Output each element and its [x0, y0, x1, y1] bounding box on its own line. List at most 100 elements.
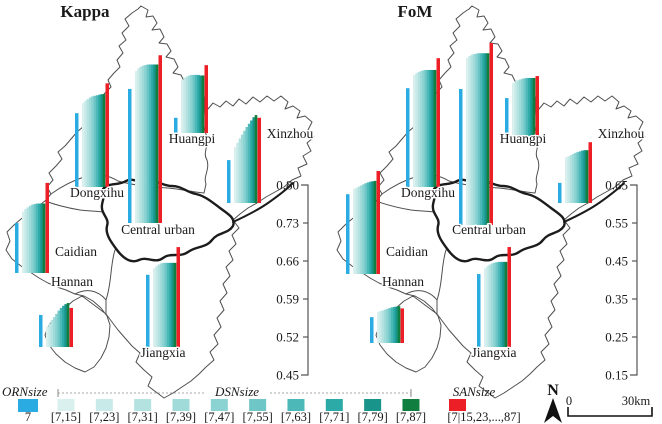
kappa-central-urban-dsnsize-bar-7 [151, 64, 154, 223]
fom-dongxihu-sansize-bar [436, 58, 440, 188]
fom-xinzhou-bar-group [558, 142, 592, 203]
district-label-xinzhou: Xinzhou [267, 126, 314, 141]
kappa-huangpi-dsnsize-bar-4 [190, 74, 193, 133]
fom-central-urban-dsnsize-bar-3 [472, 54, 476, 225]
kappa-hannan-sansize-bar [69, 307, 73, 347]
district-label-caidian: Caidian [386, 244, 428, 259]
scale-bar-line [567, 407, 653, 417]
fom-caidian-dsnsize-bar-5 [364, 183, 368, 274]
kappa-dongxihu-dsnsize-bar-7 [98, 94, 101, 187]
kappa-xinzhou-dsnsize-bar-9 [254, 115, 258, 203]
fom-hannan-dsnsize-bar-1 [379, 311, 382, 343]
fom-axis-tick-label-1: 0.55 [605, 216, 628, 231]
district-label-huangpi: Huangpi [500, 131, 547, 146]
fom-dongxihu-dsnsize-bar-0 [413, 74, 416, 187]
district-label-dongxihu: Dongxihu [401, 185, 455, 200]
kappa-central-urban-dsnsize-bar-8 [153, 64, 156, 223]
fom-central-urban-dsnsize-bar-2 [470, 54, 474, 226]
legend-dsn-swatch-4 [210, 399, 228, 411]
fom-huangpi-dsnsize-bar-7 [528, 77, 531, 138]
kappa-jiangxia-dsnsize-bar-7 [169, 262, 172, 347]
kappa-dongxihu-ornsize-bar [75, 113, 79, 187]
kappa-huangpi-ornsize-bar [174, 117, 178, 133]
district-label-caidian: Caidian [55, 244, 97, 259]
kappa-jiangxia-dsnsize-bar-6 [166, 262, 170, 347]
kappa-hannan-dsnsize-bar-4 [55, 313, 58, 347]
central-urban-bold-boundary [100, 178, 235, 263]
fom-dongxihu-dsnsize-bar-5 [424, 69, 428, 187]
kappa-huangpi-dsnsize-bar-0 [181, 79, 184, 133]
kappa-xinzhou-dsnsize-bar-1 [236, 142, 239, 203]
kappa-central-urban-dsnsize-bar-0 [135, 71, 138, 223]
fom-axis-tick-label-5: 0.15 [605, 368, 628, 383]
kappa-caidian-dsnsize-bar-4 [31, 204, 34, 273]
fom-xinzhou-dsnsize-bar-0 [565, 157, 568, 203]
kappa-central-urban-dsnsize-bar-4 [144, 65, 147, 224]
fom-caidian-dsnsize-bar-4 [362, 184, 365, 274]
kappa-central-urban-dsnsize-bar-9 [155, 64, 159, 223]
fom-xinzhou-dsnsize-bar-2 [569, 155, 573, 203]
kappa-xinzhou-dsnsize-bar-2 [238, 138, 242, 203]
border-dongxihu-caidian [44, 200, 104, 213]
kappa-caidian-bar-group [15, 182, 49, 273]
fom-huangpi-dsnsize-bar-4 [521, 78, 524, 138]
fom-jiangxia-dsnsize-bar-2 [488, 264, 492, 347]
legend-ornsize-label: ORNsize [2, 384, 48, 399]
fom-central-urban-dsnsize-bar-9 [486, 53, 490, 225]
kappa-jiangxia-dsnsize-bar-3 [159, 263, 163, 347]
legend-dsn-bin-label-6: [7,63] [281, 410, 311, 424]
fom-central-urban-dsnsize-bar-1 [468, 55, 471, 226]
legend-dsnsize-label: DSNsize [214, 384, 259, 399]
kappa-caidian-dsnsize-bar-0 [22, 211, 25, 273]
panel-kappa: Dongxihu Central urban Huangpi Xinzhou Caidi… [15, 55, 315, 383]
legend-dsn-bin-label-7: [7,71] [319, 410, 349, 424]
kappa-caidian-dsnsize-bar-8 [40, 203, 43, 273]
panel-title-fom: FoM [398, 2, 433, 21]
kappa-caidian-dsnsize-bar-6 [35, 203, 39, 273]
kappa-xinzhou-dsnsize-bar-8 [252, 117, 255, 203]
kappa-hannan-dsnsize-bar-5 [57, 310, 61, 347]
kappa-central-urban-dsnsize-bar-3 [141, 65, 145, 223]
fom-dongxihu-ornsize-bar [406, 88, 410, 187]
kappa-dongxihu-dsnsize-bar-6 [95, 95, 99, 187]
kappa-central-urban-dsnsize-bar-6 [148, 64, 152, 223]
fom-huangpi-dsnsize-bar-9 [532, 77, 536, 138]
legend-ornsize-value: 7 [25, 410, 31, 424]
kappa-axis-line [301, 184, 309, 376]
fom-xinzhou-dsnsize-bar-1 [567, 156, 570, 203]
kappa-dongxihu-bar-group [75, 83, 109, 187]
scale-start-label: 0 [566, 394, 572, 408]
kappa-central-urban-ornsize-bar [128, 88, 132, 224]
legend-dsn-swatch-6 [287, 399, 305, 411]
fom-caidian-bar-group [346, 171, 380, 274]
kappa-xinzhou-dsnsize-bar-0 [234, 147, 237, 203]
fom-dongxihu-dsnsize-bar-2 [417, 71, 421, 187]
district-label-central-urban: Central urban [452, 222, 526, 237]
legend-dsn-bin-label-1: [7,23] [89, 410, 119, 424]
kappa-xinzhou-sansize-bar [257, 117, 261, 203]
kappa-hannan-bar-group [39, 303, 73, 347]
fom-jiangxia-dsnsize-bar-5 [495, 262, 499, 347]
kappa-dongxihu-dsnsize-bar-2 [86, 99, 90, 187]
kappa-jiangxia-dsnsize-bar-8 [171, 262, 174, 347]
fom-xinzhou-dsnsize-bar-9 [585, 150, 589, 203]
kappa-hannan-dsnsize-bar-8 [64, 304, 67, 347]
fom-central-urban-dsnsize-bar-0 [466, 57, 469, 225]
kappa-huangpi-sansize-bar [204, 65, 208, 133]
kappa-jiangxia-dsnsize-bar-0 [153, 268, 156, 347]
fom-xinzhou-dsnsize-bar-4 [574, 152, 577, 203]
legend-dsn-swatch-1 [95, 399, 113, 411]
fom-jiangxia-dsnsize-bar-8 [502, 261, 505, 347]
district-label-hannan: Hannan [382, 274, 424, 289]
fom-caidian-dsnsize-bar-1 [355, 187, 358, 274]
fom-huangpi-dsnsize-bar-0 [512, 82, 515, 138]
legend-dsn-swatch-3 [172, 399, 190, 411]
fom-axis-tick-label-4: 0.25 [605, 330, 628, 345]
kappa-jiangxia-dsnsize-bar-1 [155, 266, 158, 347]
kappa-central-urban-sansize-bar [158, 55, 162, 223]
kappa-caidian-dsnsize-bar-1 [24, 208, 27, 273]
kappa-hannan-ornsize-bar [39, 314, 43, 347]
kappa-caidian-dsnsize-bar-3 [28, 205, 32, 273]
fom-dongxihu-dsnsize-bar-4 [422, 70, 425, 187]
kappa-xinzhou-dsnsize-bar-6 [247, 123, 251, 203]
